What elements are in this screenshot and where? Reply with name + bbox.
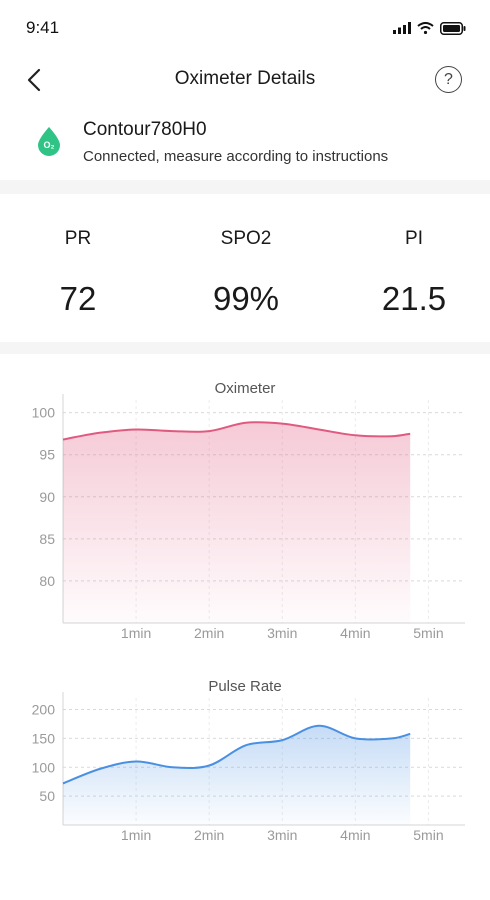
series-line — [62, 724, 411, 785]
x-tick-label: 3min — [267, 827, 297, 843]
x-tick-label: 1min — [121, 625, 151, 641]
help-button[interactable]: ? — [435, 66, 462, 93]
metrics-panel: PR 72 SPO2 99% PI 21.5 — [0, 194, 490, 342]
status-icons — [393, 20, 466, 36]
y-tick-label: 50 — [39, 788, 55, 804]
x-tick-label: 2min — [194, 625, 224, 641]
x-tick-label: 5min — [413, 827, 443, 843]
section-divider — [0, 342, 490, 354]
device-status: Connected, measure according to instruct… — [83, 148, 389, 165]
nav-bar: Oximeter Details ? — [0, 56, 490, 104]
section-divider — [0, 180, 490, 194]
metric-value: 99% — [212, 280, 280, 317]
x-tick-label: 4min — [340, 827, 370, 843]
wifi-icon — [417, 22, 434, 34]
back-button[interactable] — [20, 66, 48, 94]
pulse-rate-chart: Pulse Rate 50 100 150 200 1min 2min 3min 4min 5m… — [0, 668, 490, 868]
series-area — [63, 422, 411, 623]
x-tick-label: 3min — [267, 625, 297, 641]
series-area — [63, 725, 411, 825]
metric-label: PR — [64, 228, 92, 249]
metric-pr: PR 72 — [8, 194, 148, 318]
y-tick-label: 85 — [39, 531, 55, 547]
x-tick-label: 5min — [413, 625, 443, 641]
oximeter-chart-svg: 80 85 90 95 100 1min 2min 3min 4min 5min — [32, 394, 465, 641]
pulse-rate-chart-svg: 50 100 150 200 1min 2min 3min 4min 5min — [32, 692, 465, 843]
battery-icon — [440, 21, 466, 35]
y-tick-label: 200 — [32, 702, 56, 718]
x-tick-label: 4min — [340, 625, 370, 641]
cellular-signal-icon — [393, 22, 411, 34]
status-time: 9:41 — [26, 18, 60, 37]
chart-title: Oximeter — [214, 380, 276, 397]
status-bar: 9:41 — [0, 0, 490, 56]
y-tick-label: 90 — [39, 489, 55, 505]
oximeter-chart: Oximeter 80 85 90 95 100 1min 2min 3min 4min 5min — [0, 370, 490, 660]
x-tick-label: 2min — [194, 827, 224, 843]
question-mark-icon: ? — [444, 70, 453, 88]
oxygen-drop-label: O₂ — [44, 140, 55, 150]
metric-pi: PI 21.5 — [344, 194, 484, 318]
chevron-left-icon — [27, 68, 41, 92]
device-info: O₂ Contour780H0 Connected, measure accor… — [0, 112, 490, 178]
metric-label: PI — [405, 228, 423, 249]
metric-value: 72 — [59, 280, 97, 317]
y-tick-label: 100 — [32, 405, 56, 421]
y-tick-label: 95 — [39, 447, 55, 463]
series-line — [62, 421, 411, 441]
chart-title: Pulse Rate — [208, 678, 282, 695]
device-name: Contour780H0 — [83, 119, 207, 140]
metric-label: SPO2 — [220, 228, 272, 249]
y-tick-label: 100 — [32, 759, 56, 775]
page-title: Oximeter Details — [174, 68, 316, 89]
oxygen-drop-icon: O₂ — [38, 127, 60, 156]
metric-value: 21.5 — [381, 280, 447, 317]
y-tick-label: 80 — [39, 573, 55, 589]
y-tick-label: 150 — [32, 730, 56, 746]
x-tick-label: 1min — [121, 827, 151, 843]
metric-spo2: SPO2 99% — [176, 194, 316, 318]
